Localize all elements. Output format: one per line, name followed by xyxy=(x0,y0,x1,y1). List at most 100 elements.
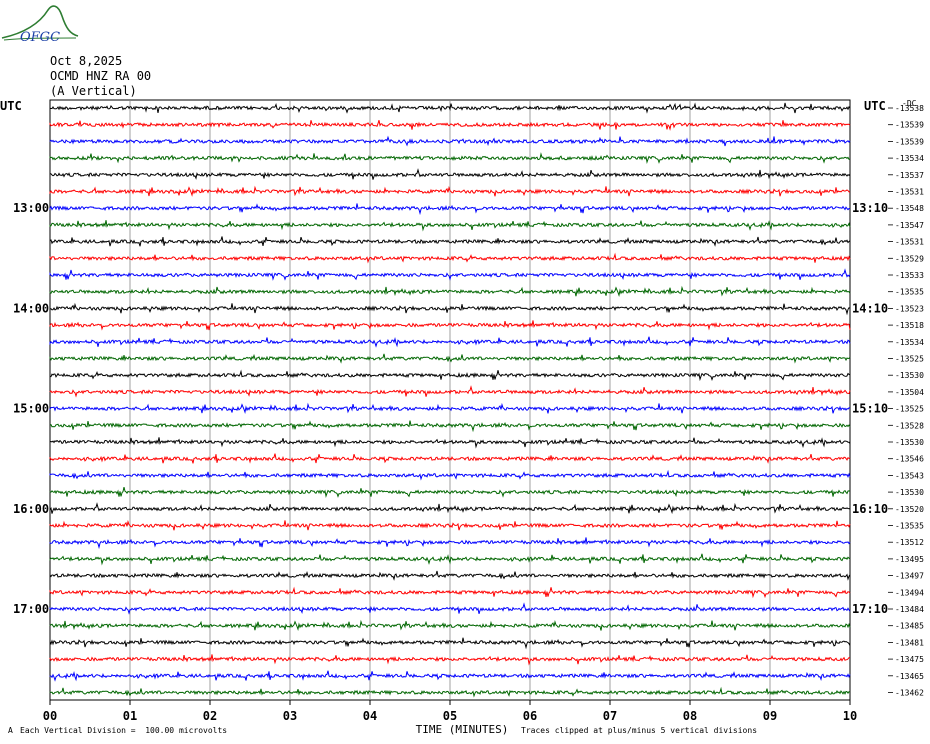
trace-value-label: -13539 xyxy=(895,121,924,130)
trace-line xyxy=(49,135,851,147)
trace-value-label: -13530 xyxy=(895,438,924,447)
x-tick-label: 06 xyxy=(523,709,537,723)
trace-line xyxy=(49,185,851,197)
dc-tag: -DC xyxy=(902,99,917,108)
trace-line xyxy=(49,537,851,550)
left-time-label: 13:00 xyxy=(13,201,49,215)
trace-value-label: -13465 xyxy=(895,672,924,681)
left-time-label: 14:00 xyxy=(13,301,49,315)
x-tick-label: 10 xyxy=(843,709,857,723)
trace-line xyxy=(49,285,851,298)
trace-line xyxy=(49,502,851,515)
right-time-label: 15:10 xyxy=(852,402,888,416)
x-tick-label: 04 xyxy=(363,709,377,723)
trace-line xyxy=(49,320,851,331)
trace-line xyxy=(49,437,851,449)
trace-line xyxy=(49,686,851,698)
trace-line xyxy=(49,586,851,599)
trace-line xyxy=(49,168,851,180)
trace-value-label: -13530 xyxy=(895,371,924,380)
trace-value-label: -13495 xyxy=(895,555,924,564)
trace-line xyxy=(49,654,850,666)
trace-value-label: -13497 xyxy=(895,572,924,581)
trace-line xyxy=(49,619,851,632)
trace-line xyxy=(49,369,851,382)
x-tick-label: 02 xyxy=(203,709,217,723)
trace-value-label: -13525 xyxy=(895,355,924,364)
trace-value-label: -13533 xyxy=(895,271,924,280)
left-time-label: 15:00 xyxy=(13,402,49,416)
trace-line xyxy=(49,252,851,264)
trace-line xyxy=(49,469,851,481)
left-time-label: 17:00 xyxy=(13,602,49,616)
trace-value-label: -13504 xyxy=(895,388,924,397)
x-tick-label: 01 xyxy=(123,709,137,723)
corner-mark: A xyxy=(8,726,13,735)
trace-value-label: -13462 xyxy=(895,689,924,698)
trace-value-label: -13534 xyxy=(895,154,924,163)
trace-line xyxy=(49,236,851,247)
right-time-label: 13:10 xyxy=(852,201,888,215)
trace-value-label: -13529 xyxy=(895,254,924,263)
right-time-label: 17:10 xyxy=(852,602,888,616)
trace-line xyxy=(49,420,851,433)
trace-value-label: -13539 xyxy=(895,137,924,146)
trace-value-label: -13481 xyxy=(895,638,924,647)
trace-value-label: -13484 xyxy=(895,605,924,614)
trace-value-label: -13531 xyxy=(895,238,924,247)
trace-line xyxy=(49,486,851,499)
trace-value-label: -13475 xyxy=(895,655,924,664)
left-time-label: 16:00 xyxy=(13,502,49,516)
trace-line xyxy=(49,152,851,165)
ofgc-logo: OFGC xyxy=(1,5,79,45)
x-tick-label: 00 xyxy=(43,709,57,723)
left-utc-label: UTC xyxy=(0,99,22,113)
trace-value-label: -13494 xyxy=(895,588,924,597)
trace-value-label: -13520 xyxy=(895,505,924,514)
trace-value-label: -13534 xyxy=(895,338,924,347)
trace-value-label: -13543 xyxy=(895,471,924,480)
logo-text: OFGC xyxy=(20,30,60,45)
x-tick-label: 03 xyxy=(283,709,297,723)
trace-value-label: -13485 xyxy=(895,622,924,631)
trace-line xyxy=(49,336,851,348)
trace-value-label: -13538 xyxy=(895,104,924,113)
chart-axes: -13538 -13539 -13539 -13534 -13537 -13531 -135… xyxy=(0,99,924,736)
trace-value-label: -13546 xyxy=(895,455,924,464)
trace-line xyxy=(49,402,851,414)
trace-line xyxy=(49,519,851,531)
trace-line xyxy=(49,302,851,316)
trace-line xyxy=(49,385,851,398)
right-time-label: 16:10 xyxy=(852,502,888,516)
scale-note: Each Vertical Division = 100.00 microvol… xyxy=(20,726,228,735)
trace-line xyxy=(49,570,851,581)
trace-line xyxy=(49,120,851,131)
trace-value-label: -13537 xyxy=(895,171,924,180)
trace-value-label: -13512 xyxy=(895,538,924,547)
x-tick-label: 05 xyxy=(443,709,457,723)
trace-value-label: -13531 xyxy=(895,188,924,197)
trace-value-label: -13528 xyxy=(895,421,924,430)
trace-group xyxy=(49,102,851,698)
trace-line xyxy=(49,353,851,364)
trace-value-label: -13523 xyxy=(895,304,924,313)
trace-value-label: -13547 xyxy=(895,221,924,230)
trace-value-label: -13535 xyxy=(895,288,924,297)
trace-value-label: -13548 xyxy=(895,204,924,213)
trace-line xyxy=(49,203,851,216)
x-tick-label: 09 xyxy=(763,709,777,723)
station-label: OCMD HNZ RA 00 xyxy=(50,69,152,83)
x-tick-label: 07 xyxy=(603,709,617,723)
trace-line xyxy=(49,553,851,566)
trace-line xyxy=(49,637,851,650)
trace-value-label: -13518 xyxy=(895,321,924,330)
trace-line xyxy=(49,670,851,682)
trace-value-label: -13535 xyxy=(895,522,924,531)
right-time-label: 14:10 xyxy=(852,301,888,315)
date-label: Oct 8,2025 xyxy=(50,54,123,68)
x-tick-label: 08 xyxy=(683,709,697,723)
trace-line xyxy=(49,102,851,114)
trace-line xyxy=(49,268,851,281)
right-utc-label: UTC xyxy=(864,99,886,113)
